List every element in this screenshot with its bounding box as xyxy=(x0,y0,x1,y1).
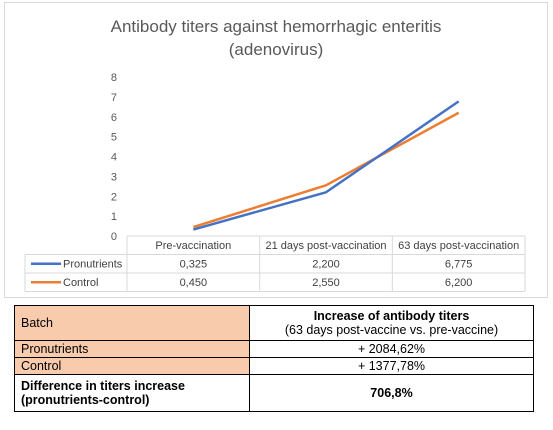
legend-label: Pronutrients xyxy=(63,259,123,271)
summary-table: Batch Increase of antibody titers (63 da… xyxy=(14,305,534,412)
data-label: 6,200 xyxy=(445,277,473,289)
y-tick-label: 6 xyxy=(111,112,117,124)
chart-container: Antibody titers against hemorrhagic ente… xyxy=(4,2,548,298)
x-category-label: Pre-vaccination xyxy=(155,240,231,252)
difference-value: 706,8% xyxy=(249,374,534,412)
difference-label-line-2: (pronutrients-control) xyxy=(21,393,150,407)
x-category-label: 63 days post-vaccination xyxy=(398,240,519,252)
increase-header-title: Increase of antibody titers xyxy=(313,309,470,323)
summary-row-pronutrients: Pronutrients + 2084,62% xyxy=(14,340,534,358)
row-label: Control xyxy=(14,357,250,375)
data-label: 2,550 xyxy=(312,277,340,289)
row-value: + 2084,62% xyxy=(249,340,534,358)
data-label: 2,200 xyxy=(312,259,340,271)
chart-title: Antibody titers against hemorrhagic ente… xyxy=(5,15,547,61)
line-chart: 0 1 2 3 4 5 6 7 8 Pre-vaccination 21 days post-vac… xyxy=(24,72,526,292)
data-label: 0,450 xyxy=(180,277,208,289)
increase-header-subtitle: (63 days post-vaccine vs. pre-vaccine) xyxy=(284,323,499,337)
chart-title-line-2: (adenovirus) xyxy=(228,40,324,59)
y-tick-label: 4 xyxy=(111,152,117,164)
row-value: + 1377,78% xyxy=(249,357,534,375)
difference-label-line-1: Difference in titers increase xyxy=(21,379,185,393)
series-line-pronutrients xyxy=(192,100,460,231)
y-tick-label: 1 xyxy=(111,211,117,223)
y-tick-label: 7 xyxy=(111,92,117,104)
difference-label: Difference in titers increase (pronutrie… xyxy=(14,374,250,412)
row-label: Pronutrients xyxy=(14,340,250,358)
series-line-control xyxy=(192,111,460,229)
y-tick-label: 5 xyxy=(111,132,117,144)
y-tick-label: 2 xyxy=(111,191,117,203)
difference-row: Difference in titers increase (pronutrie… xyxy=(14,374,534,412)
y-tick-label: 0 xyxy=(111,231,117,243)
chart-title-line-1: Antibody titers against hemorrhagic ente… xyxy=(110,17,442,36)
summary-row-control: Control + 1377,78% xyxy=(14,357,534,375)
y-tick-label: 3 xyxy=(111,171,117,183)
increase-header: Increase of antibody titers (63 days pos… xyxy=(249,305,534,341)
data-label: 6,775 xyxy=(445,259,473,271)
batch-header: Batch xyxy=(14,305,250,341)
x-category-label: 21 days post-vaccination xyxy=(265,240,386,252)
data-label: 0,325 xyxy=(180,259,208,271)
summary-header-row: Batch Increase of antibody titers (63 da… xyxy=(14,305,534,341)
y-tick-label: 8 xyxy=(111,72,117,84)
legend-label: Control xyxy=(63,277,98,289)
